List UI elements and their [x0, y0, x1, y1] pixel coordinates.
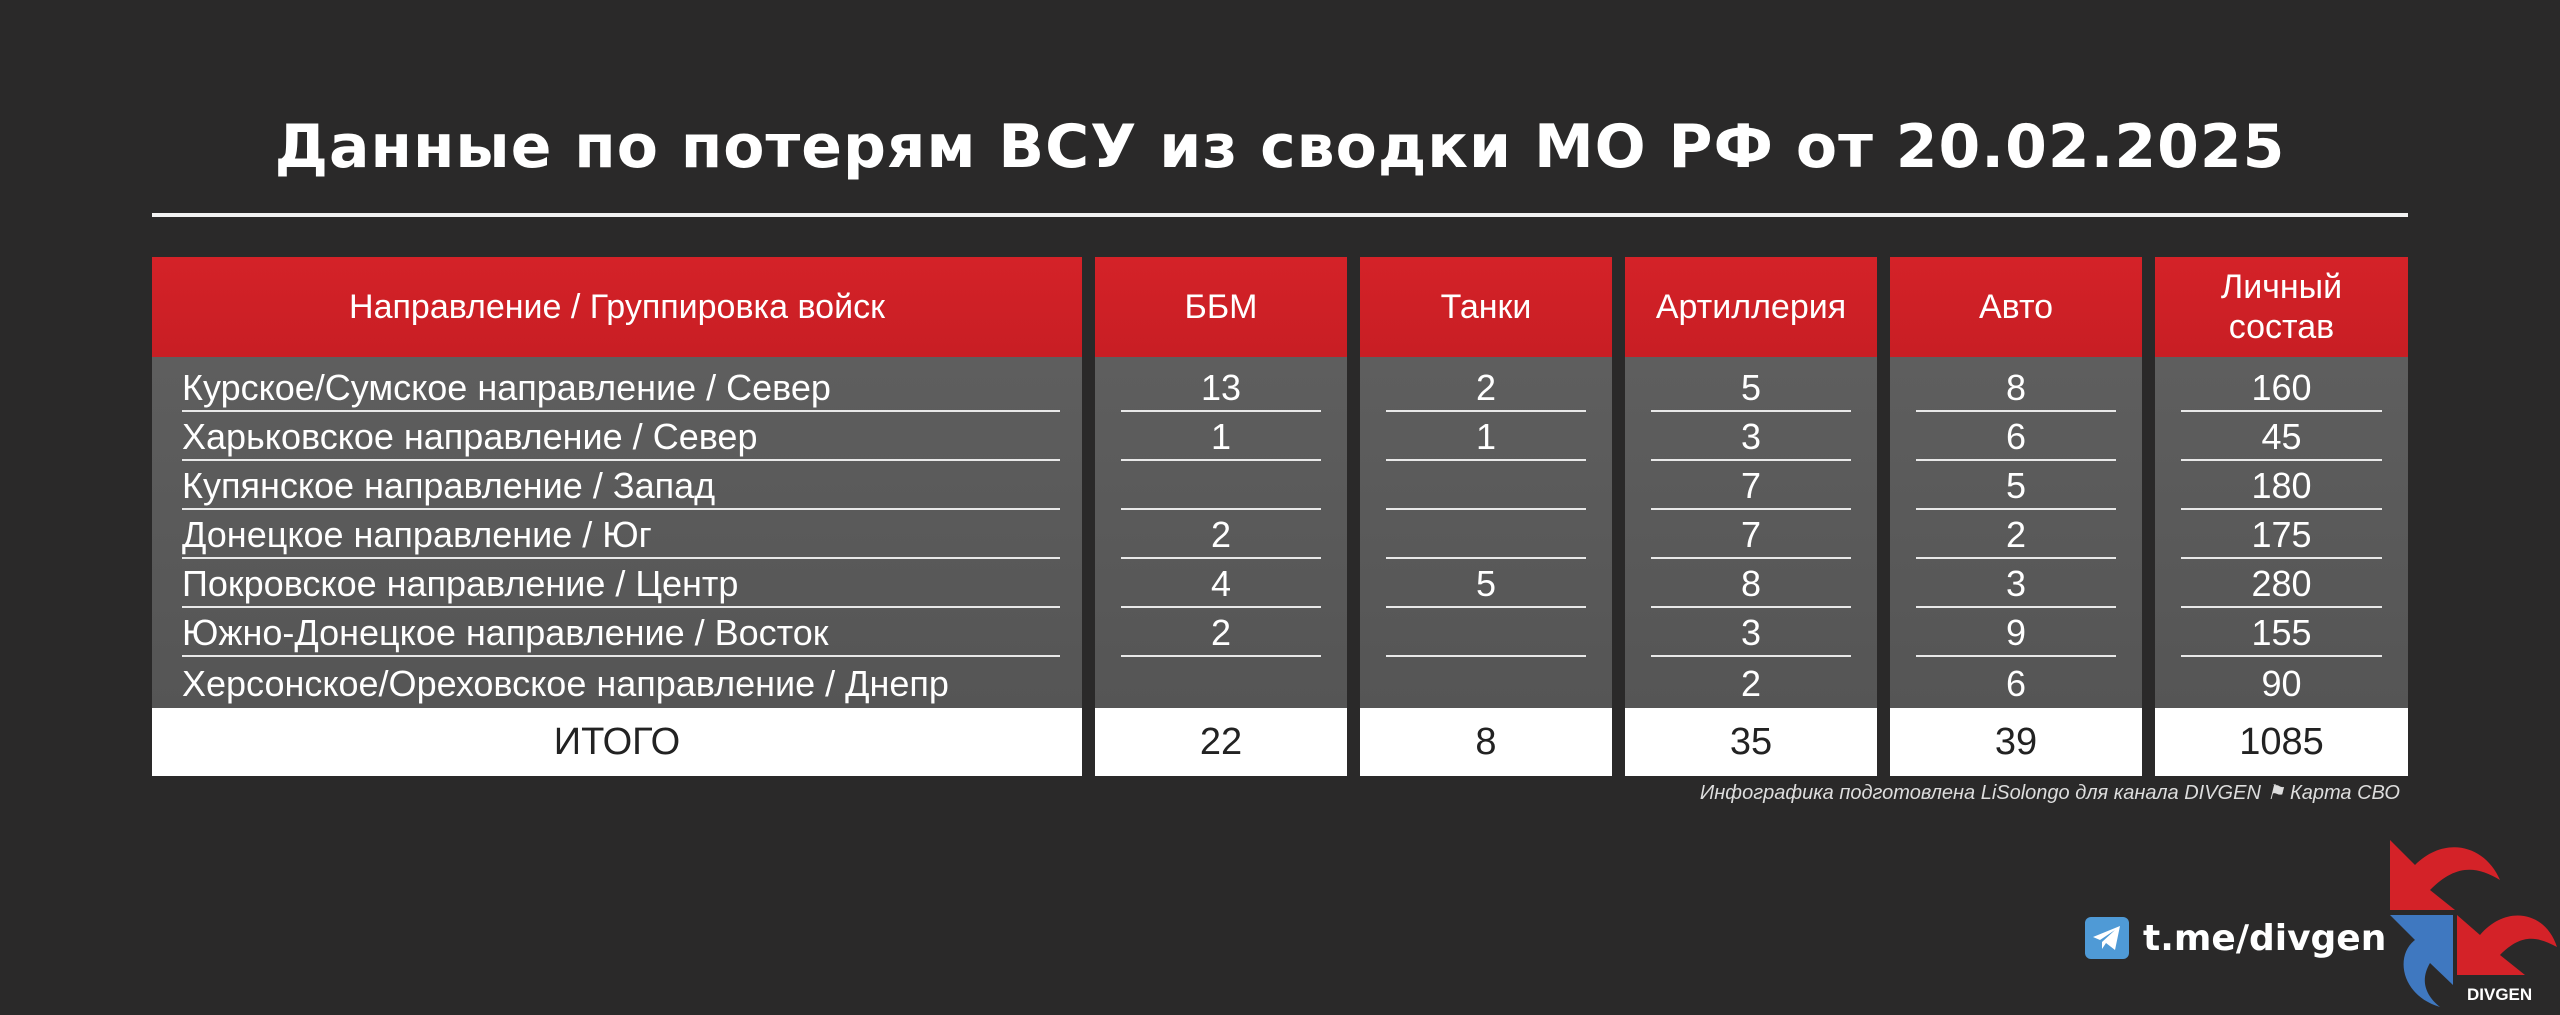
- table-cell: 8: [1651, 559, 1851, 608]
- credit-text: Инфографика подготовлена LiSolongo для к…: [1699, 782, 2400, 804]
- column-body: 160 45 180 175 280 155 90: [2155, 357, 2408, 708]
- table-cell: 3: [1651, 412, 1851, 461]
- telegram-icon: [2085, 917, 2129, 959]
- table-cell: Купянское направление / Запад: [182, 461, 1060, 510]
- table-cell: 155: [2181, 608, 2382, 657]
- table-cell: 175: [2181, 510, 2382, 559]
- column-vehicles: Авто 8 6 5 2 3 9 6 39: [1890, 257, 2142, 776]
- total-vehicles: 39: [1890, 708, 2142, 776]
- table-cell: 3: [1916, 559, 2116, 608]
- header-direction: Направление / Группировка войск: [152, 257, 1082, 357]
- telegram-link[interactable]: t.me/divgen: [2085, 917, 2386, 959]
- title-divider: [152, 213, 2408, 217]
- table-cell: 13: [1121, 363, 1321, 412]
- table-cell: 4: [1121, 559, 1321, 608]
- header-personnel: Личный состав: [2155, 257, 2408, 357]
- table-cell: 5: [1386, 559, 1586, 608]
- column-direction: Направление / Группировка войск Курское/С…: [152, 257, 1082, 776]
- table-cell: 2: [1916, 510, 2116, 559]
- column-body: Курское/Сумское направление / Север Харьк…: [152, 357, 1082, 708]
- table-cell: 5: [1916, 461, 2116, 510]
- table-cell: 2: [1121, 510, 1321, 559]
- table-cell: 6: [2005, 663, 2027, 704]
- table-cell: Донецкое направление / Юг: [182, 510, 1060, 559]
- column-artillery: Артиллерия 5 3 7 7 8 3 2 35: [1625, 257, 1877, 776]
- total-tanks: 8: [1360, 708, 1612, 776]
- table-cell: [1386, 461, 1586, 510]
- table-cell: 90: [2261, 663, 2302, 704]
- table-cell: Харьковское направление / Север: [182, 412, 1060, 461]
- column-personnel: Личный состав 160 45 180 175 280 155 90 1085: [2155, 257, 2408, 776]
- total-artillery: 35: [1625, 708, 1877, 776]
- table-cell: [1386, 608, 1586, 657]
- total-personnel: 1085: [2155, 708, 2408, 776]
- table-cell: 8: [1916, 363, 2116, 412]
- table-cell: 7: [1651, 461, 1851, 510]
- table-cell: 5: [1651, 363, 1851, 412]
- table-cell: [1386, 510, 1586, 559]
- svg-text:DIVGEN: DIVGEN: [2467, 985, 2532, 1004]
- table-cell: 3: [1651, 608, 1851, 657]
- table-cell: [1121, 461, 1321, 510]
- header-bbm: ББМ: [1095, 257, 1347, 357]
- divgen-logo: DIVGEN: [2385, 835, 2560, 1015]
- table-cell: 45: [2181, 412, 2382, 461]
- table-cell: 7: [1651, 510, 1851, 559]
- column-tanks: Танки 2 1 5 8: [1360, 257, 1612, 776]
- table-cell: Херсонское/Ореховское направление / Днеп…: [182, 663, 949, 704]
- table-cell: 9: [1916, 608, 2116, 657]
- page-title: Данные по потерям ВСУ из сводки МО РФ от…: [274, 112, 2286, 182]
- table-cell: Курское/Сумское направление / Север: [182, 363, 1060, 412]
- table-cell: [1121, 657, 1321, 706]
- table-cell: 2: [1121, 608, 1321, 657]
- header-artillery: Артиллерия: [1625, 257, 1877, 357]
- table-cell: 180: [2181, 461, 2382, 510]
- table-cell: 160: [2181, 363, 2382, 412]
- table-cell: Южно-Донецкое направление / Восток: [182, 608, 1060, 657]
- table-cell: 1: [1121, 412, 1321, 461]
- header-tanks: Танки: [1360, 257, 1612, 357]
- table-cell: 2: [1740, 663, 1762, 704]
- column-body: 13 1 2 4 2: [1095, 357, 1347, 708]
- table-cell: 2: [1386, 363, 1586, 412]
- table-cell: [1386, 657, 1586, 706]
- telegram-link-text: t.me/divgen: [2143, 917, 2387, 959]
- total-direction: ИТОГО: [152, 708, 1082, 776]
- total-bbm: 22: [1095, 708, 1347, 776]
- column-bbm: ББМ 13 1 2 4 2 22: [1095, 257, 1347, 776]
- header-vehicles: Авто: [1890, 257, 2142, 357]
- table-cell: 6: [1916, 412, 2116, 461]
- table-cell: 280: [2181, 559, 2382, 608]
- table-cell: Покровское направление / Центр: [182, 559, 1060, 608]
- table-cell: 1: [1386, 412, 1586, 461]
